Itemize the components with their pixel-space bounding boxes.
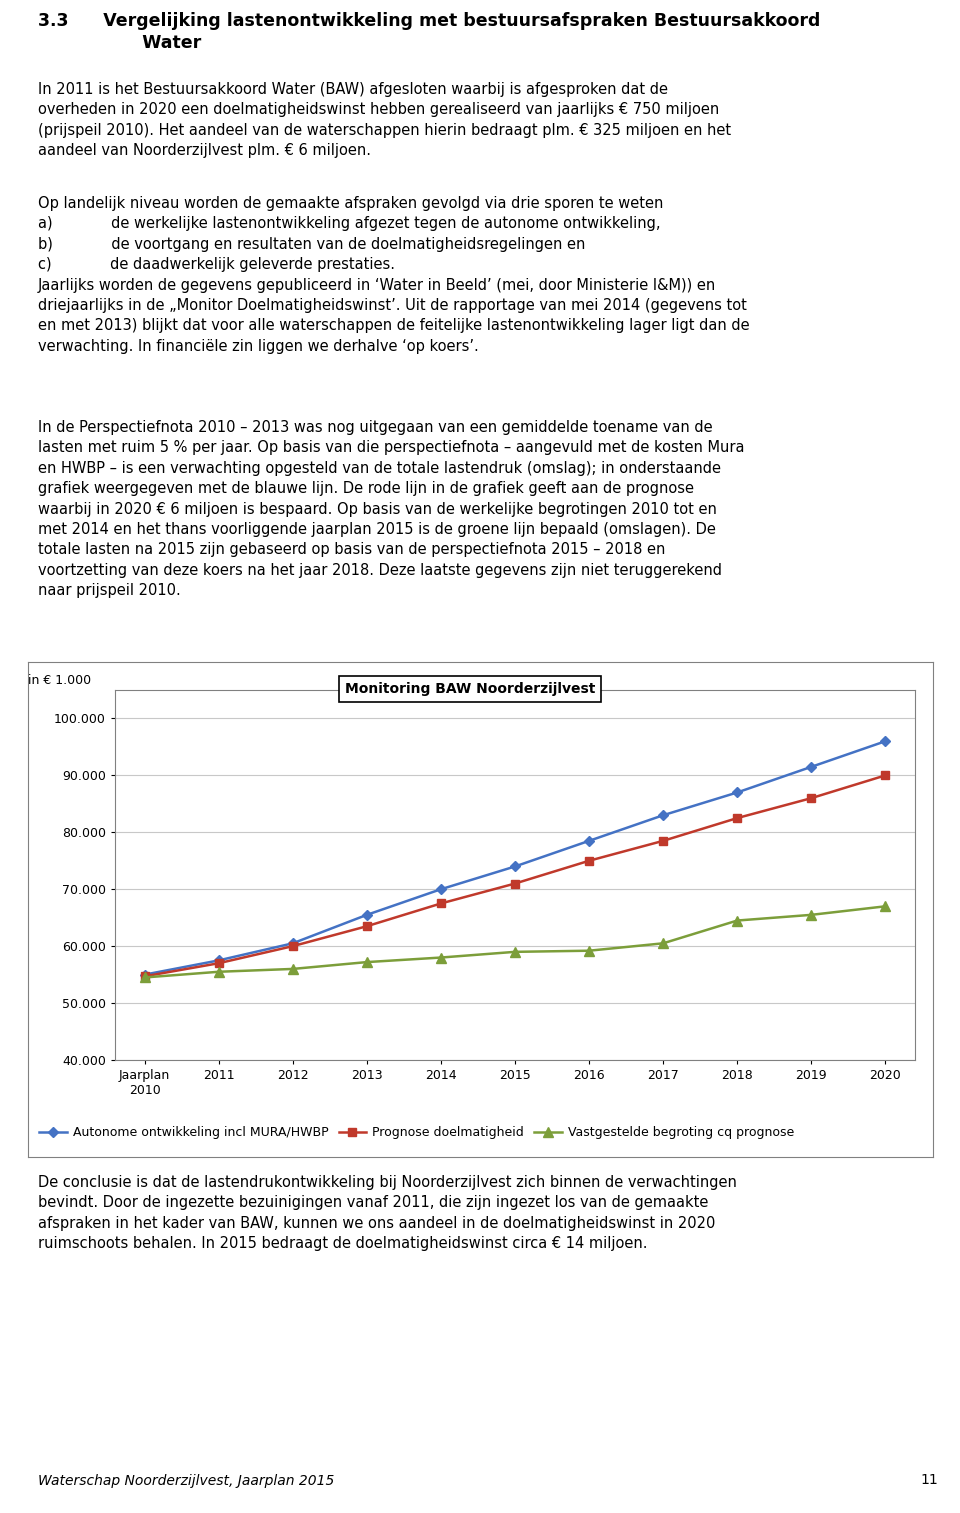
Text: De conclusie is dat de lastendrukontwikkeling bij Noorderzijlvest zich binnen de: De conclusie is dat de lastendrukontwikk…	[38, 1176, 737, 1251]
Vastgestelde begroting cq prognose	[435, 949, 446, 967]
Vastgestelde begroting cq prognose	[658, 934, 669, 952]
Autonome ontwikkeling incl MURA/HWBP	[805, 758, 817, 776]
Prognose doelmatigheid	[139, 967, 151, 985]
Text: In 2011 is het Bestuursakkoord Water (BAW) afgesloten waarbij is afgesproken dat: In 2011 is het Bestuursakkoord Water (BA…	[38, 82, 732, 159]
Text: Monitoring BAW Noorderzijlvest: Monitoring BAW Noorderzijlvest	[345, 682, 595, 696]
Prognose doelmatigheid	[805, 790, 817, 808]
Text: Waterschap Noorderzijlvest, Jaarplan 2015: Waterschap Noorderzijlvest, Jaarplan 201…	[38, 1474, 334, 1487]
Autonome ontwikkeling incl MURA/HWBP	[139, 965, 151, 983]
Autonome ontwikkeling incl MURA/HWBP	[361, 906, 372, 924]
Prognose doelmatigheid	[361, 917, 372, 935]
Autonome ontwikkeling incl MURA/HWBP	[658, 806, 669, 825]
Line: Vastgestelde begroting cq prognose: Vastgestelde begroting cq prognose	[140, 902, 890, 982]
Legend: Autonome ontwikkeling incl MURA/HWBP, Prognose doelmatigheid, Vastgestelde begro: Autonome ontwikkeling incl MURA/HWBP, Pr…	[35, 1121, 799, 1144]
Vastgestelde begroting cq prognose	[139, 968, 151, 986]
Vastgestelde begroting cq prognose	[732, 911, 743, 929]
Text: 3.3  Vergelijking lastenontwikkeling met bestuursafspraken Bestuursakkoord
     : 3.3 Vergelijking lastenontwikkeling met …	[38, 12, 821, 53]
Prognose doelmatigheid	[879, 766, 891, 784]
Vastgestelde begroting cq prognose	[584, 941, 595, 959]
Prognose doelmatigheid	[584, 852, 595, 870]
Prognose doelmatigheid	[213, 955, 225, 973]
Text: Op landelijk niveau worden de gemaakte afspraken gevolgd via drie sporen te wete: Op landelijk niveau worden de gemaakte a…	[38, 197, 750, 354]
Text: In de Perspectiefnota 2010 – 2013 was nog uitgegaan van een gemiddelde toename v: In de Perspectiefnota 2010 – 2013 was no…	[38, 421, 745, 598]
Autonome ontwikkeling incl MURA/HWBP	[435, 881, 446, 899]
Line: Autonome ontwikkeling incl MURA/HWBP: Autonome ontwikkeling incl MURA/HWBP	[141, 737, 889, 979]
Vastgestelde begroting cq prognose	[805, 906, 817, 924]
Vastgestelde begroting cq prognose	[361, 953, 372, 971]
Vastgestelde begroting cq prognose	[287, 959, 299, 977]
Line: Prognose doelmatigheid: Prognose doelmatigheid	[141, 772, 889, 980]
Prognose doelmatigheid	[509, 875, 520, 893]
Autonome ontwikkeling incl MURA/HWBP	[732, 784, 743, 802]
Autonome ontwikkeling incl MURA/HWBP	[287, 934, 299, 952]
Autonome ontwikkeling incl MURA/HWBP	[879, 732, 891, 750]
Prognose doelmatigheid	[287, 937, 299, 955]
Prognose doelmatigheid	[658, 832, 669, 850]
Autonome ontwikkeling incl MURA/HWBP	[213, 952, 225, 970]
Vastgestelde begroting cq prognose	[879, 897, 891, 915]
Prognose doelmatigheid	[435, 894, 446, 912]
Vastgestelde begroting cq prognose	[213, 962, 225, 980]
Vastgestelde begroting cq prognose	[509, 943, 520, 961]
Text: in € 1.000: in € 1.000	[28, 675, 91, 687]
Prognose doelmatigheid	[732, 809, 743, 828]
Autonome ontwikkeling incl MURA/HWBP	[584, 832, 595, 850]
Text: 11: 11	[921, 1474, 938, 1487]
Autonome ontwikkeling incl MURA/HWBP	[509, 858, 520, 876]
